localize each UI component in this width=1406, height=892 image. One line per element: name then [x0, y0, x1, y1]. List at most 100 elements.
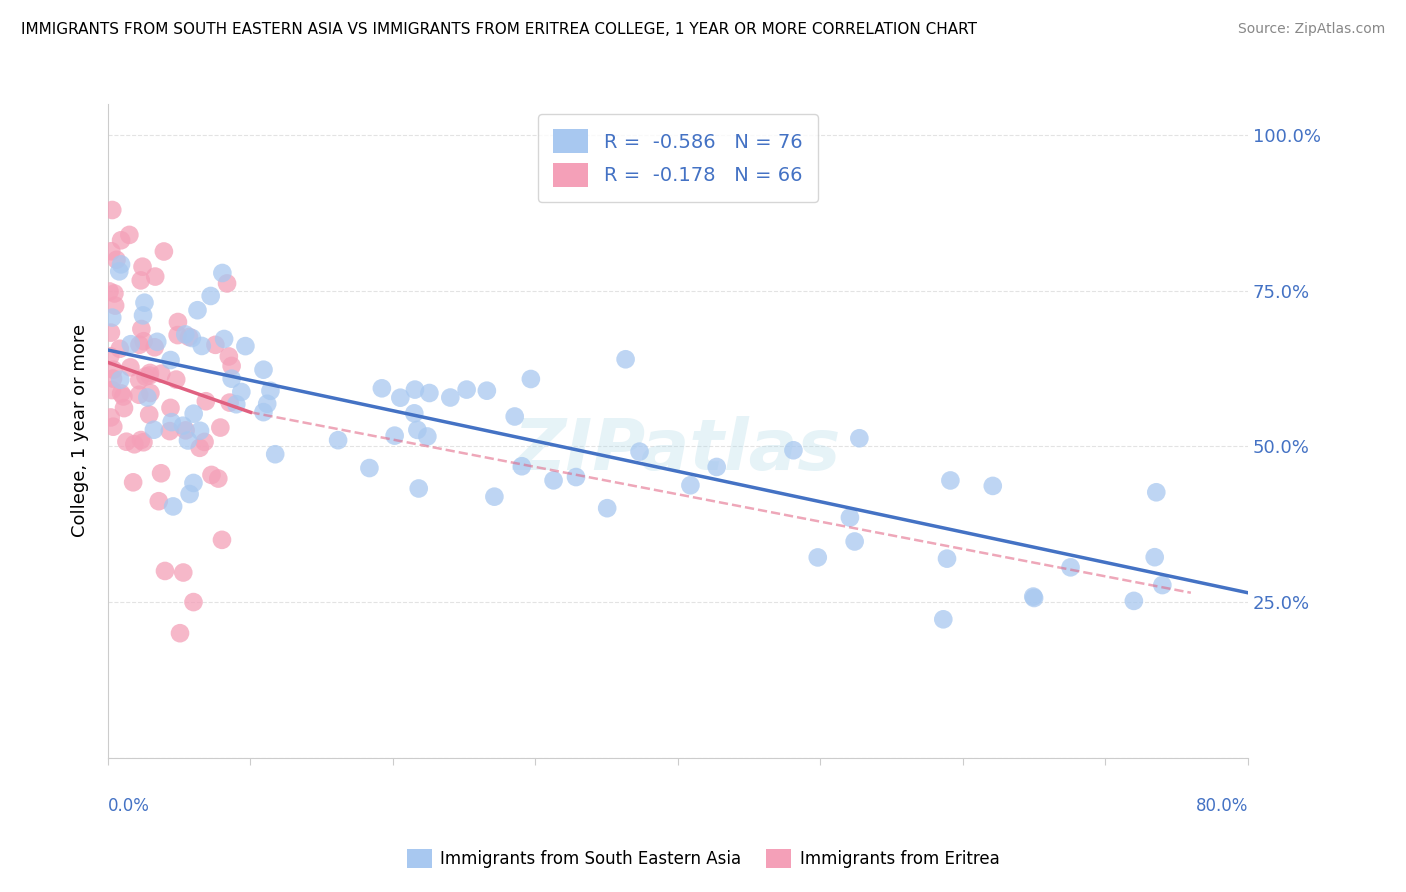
Point	[782, 443, 804, 458]
Point	[136, 391, 159, 405]
Point	[143, 269, 166, 284]
Point	[100, 410, 122, 425]
Point	[389, 391, 412, 405]
Text: 80.0%: 80.0%	[1195, 797, 1249, 814]
Point	[105, 252, 128, 267]
Point	[138, 368, 160, 383]
Point	[628, 444, 651, 458]
Point	[153, 244, 176, 259]
Point	[104, 299, 127, 313]
Point	[159, 353, 181, 368]
Point	[146, 334, 169, 349]
Point	[404, 383, 426, 397]
Point	[936, 551, 959, 566]
Point	[404, 406, 426, 420]
Point	[200, 467, 222, 482]
Point	[150, 467, 173, 481]
Text: IMMIGRANTS FROM SOUTH EASTERN ASIA VS IMMIGRANTS FROM ERITREA COLLEGE, 1 YEAR OR: IMMIGRANTS FROM SOUTH EASTERN ASIA VS IM…	[21, 22, 977, 37]
Point	[264, 447, 287, 461]
Point	[177, 330, 200, 344]
Point	[166, 328, 188, 343]
Point	[475, 384, 498, 398]
Point	[131, 260, 153, 274]
Point	[204, 338, 226, 352]
Point	[1022, 590, 1045, 604]
Point	[174, 423, 197, 437]
Point	[259, 384, 281, 398]
Point	[180, 331, 202, 345]
Point	[110, 373, 132, 387]
Point	[1059, 560, 1081, 574]
Point	[200, 289, 222, 303]
Legend: R =  -0.586   N = 76, R =  -0.178   N = 66: R = -0.586 N = 76, R = -0.178 N = 66	[537, 114, 818, 202]
Point	[112, 401, 135, 416]
Point	[209, 420, 232, 434]
Point	[543, 474, 565, 488]
Point	[212, 332, 235, 346]
Point	[1144, 485, 1167, 500]
Point	[706, 459, 728, 474]
Point	[139, 366, 162, 380]
Point	[406, 423, 429, 437]
Point	[118, 227, 141, 242]
Point	[981, 479, 1004, 493]
Point	[172, 566, 194, 580]
Point	[456, 383, 478, 397]
Point	[103, 419, 125, 434]
Point	[844, 534, 866, 549]
Point	[418, 386, 440, 401]
Point	[134, 295, 156, 310]
Point	[218, 395, 240, 409]
Point	[252, 405, 274, 419]
Point	[596, 501, 619, 516]
Point	[188, 441, 211, 455]
Point	[120, 337, 142, 351]
Point	[1143, 550, 1166, 565]
Point	[167, 315, 190, 329]
Point	[98, 285, 121, 299]
Point	[408, 482, 430, 496]
Point	[1024, 591, 1046, 605]
Point	[503, 409, 526, 424]
Point	[103, 362, 125, 376]
Point	[108, 264, 131, 278]
Point	[1122, 594, 1144, 608]
Point	[131, 322, 153, 336]
Point	[679, 478, 702, 492]
Point	[221, 372, 243, 386]
Point	[218, 350, 240, 364]
Point	[135, 369, 157, 384]
Point	[932, 612, 955, 626]
Point	[162, 500, 184, 514]
Point	[165, 373, 187, 387]
Point	[439, 391, 461, 405]
Point	[98, 349, 121, 363]
Point	[115, 434, 138, 449]
Point	[108, 342, 131, 356]
Point	[807, 550, 830, 565]
Point	[183, 475, 205, 490]
Point	[371, 381, 394, 395]
Point	[188, 424, 211, 438]
Text: 0.0%: 0.0%	[108, 797, 150, 814]
Point	[359, 461, 381, 475]
Point	[172, 418, 194, 433]
Point	[143, 340, 166, 354]
Point	[193, 434, 215, 449]
Point	[186, 303, 208, 318]
Point	[100, 326, 122, 340]
Point	[174, 327, 197, 342]
Point	[484, 490, 506, 504]
Point	[101, 371, 124, 385]
Point	[132, 309, 155, 323]
Point	[215, 277, 238, 291]
Point	[153, 564, 176, 578]
Point	[101, 383, 124, 397]
Point	[231, 384, 253, 399]
Point	[124, 437, 146, 451]
Point	[183, 407, 205, 421]
Point	[101, 310, 124, 325]
Point	[169, 626, 191, 640]
Point	[150, 367, 173, 381]
Point	[138, 408, 160, 422]
